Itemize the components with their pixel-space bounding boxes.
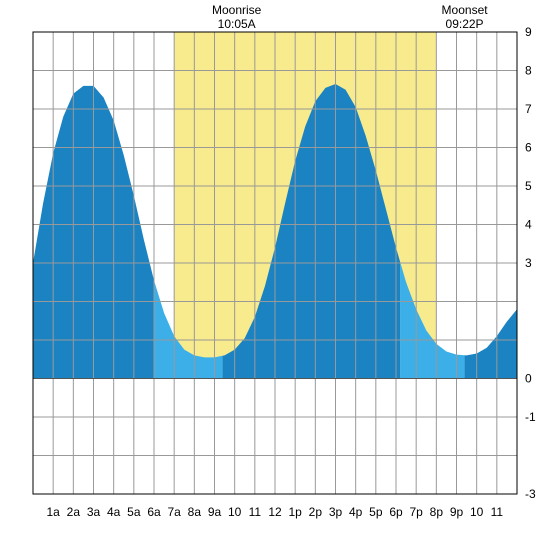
y-tick-label: 8: [525, 64, 532, 78]
chart-svg: Moonrise10:05A Moonset09:22P -3 -1 0 3 4 5 6 7 8 9 1…: [0, 0, 550, 550]
y-tick-label: 7: [525, 102, 532, 116]
x-tick-label: 5p: [369, 505, 383, 519]
x-tick-label: 11: [249, 505, 262, 519]
tide-chart: { "chart": { "type": "area", "width": 55…: [0, 0, 550, 550]
x-tick-label: 3p: [329, 505, 343, 519]
y-tick-label: 3: [525, 256, 532, 270]
x-tick-label: 3a: [87, 505, 101, 519]
x-tick-label: 4p: [349, 505, 363, 519]
x-tick-label: 8a: [188, 505, 202, 519]
annotation-title: Moonset: [442, 3, 489, 17]
x-tick-label: 7p: [409, 505, 423, 519]
x-tick-label: 1a: [46, 505, 60, 519]
x-tick-label: 6a: [147, 505, 161, 519]
x-tick-label: 8p: [430, 505, 444, 519]
y-tick-label: -3: [525, 487, 536, 501]
annotation-value: 10:05A: [218, 17, 256, 31]
y-tick-label: 9: [525, 25, 532, 39]
annotation-title: Moonrise: [212, 3, 262, 17]
x-tick-label: 2p: [309, 505, 323, 519]
x-tick-label: 6p: [389, 505, 403, 519]
x-tick-label: 9p: [450, 505, 464, 519]
x-tick-label: 5a: [127, 505, 141, 519]
x-tick-label: 10: [228, 505, 242, 519]
x-tick-label: 4a: [107, 505, 121, 519]
x-tick-label: 12: [268, 505, 282, 519]
annotation-value: 09:22P: [446, 17, 484, 31]
y-tick-label: 5: [525, 179, 532, 193]
y-tick-label: 6: [525, 141, 532, 155]
y-tick-label: -1: [525, 410, 536, 424]
x-tick-label: 11: [491, 505, 504, 519]
y-tick-label: 4: [525, 218, 532, 232]
y-tick-label: 0: [525, 372, 532, 386]
x-tick-label: 1p: [288, 505, 302, 519]
x-tick-label: 7a: [167, 505, 181, 519]
x-tick-label: 9a: [208, 505, 222, 519]
x-tick-label: 10: [470, 505, 484, 519]
x-tick-label: 2a: [67, 505, 81, 519]
